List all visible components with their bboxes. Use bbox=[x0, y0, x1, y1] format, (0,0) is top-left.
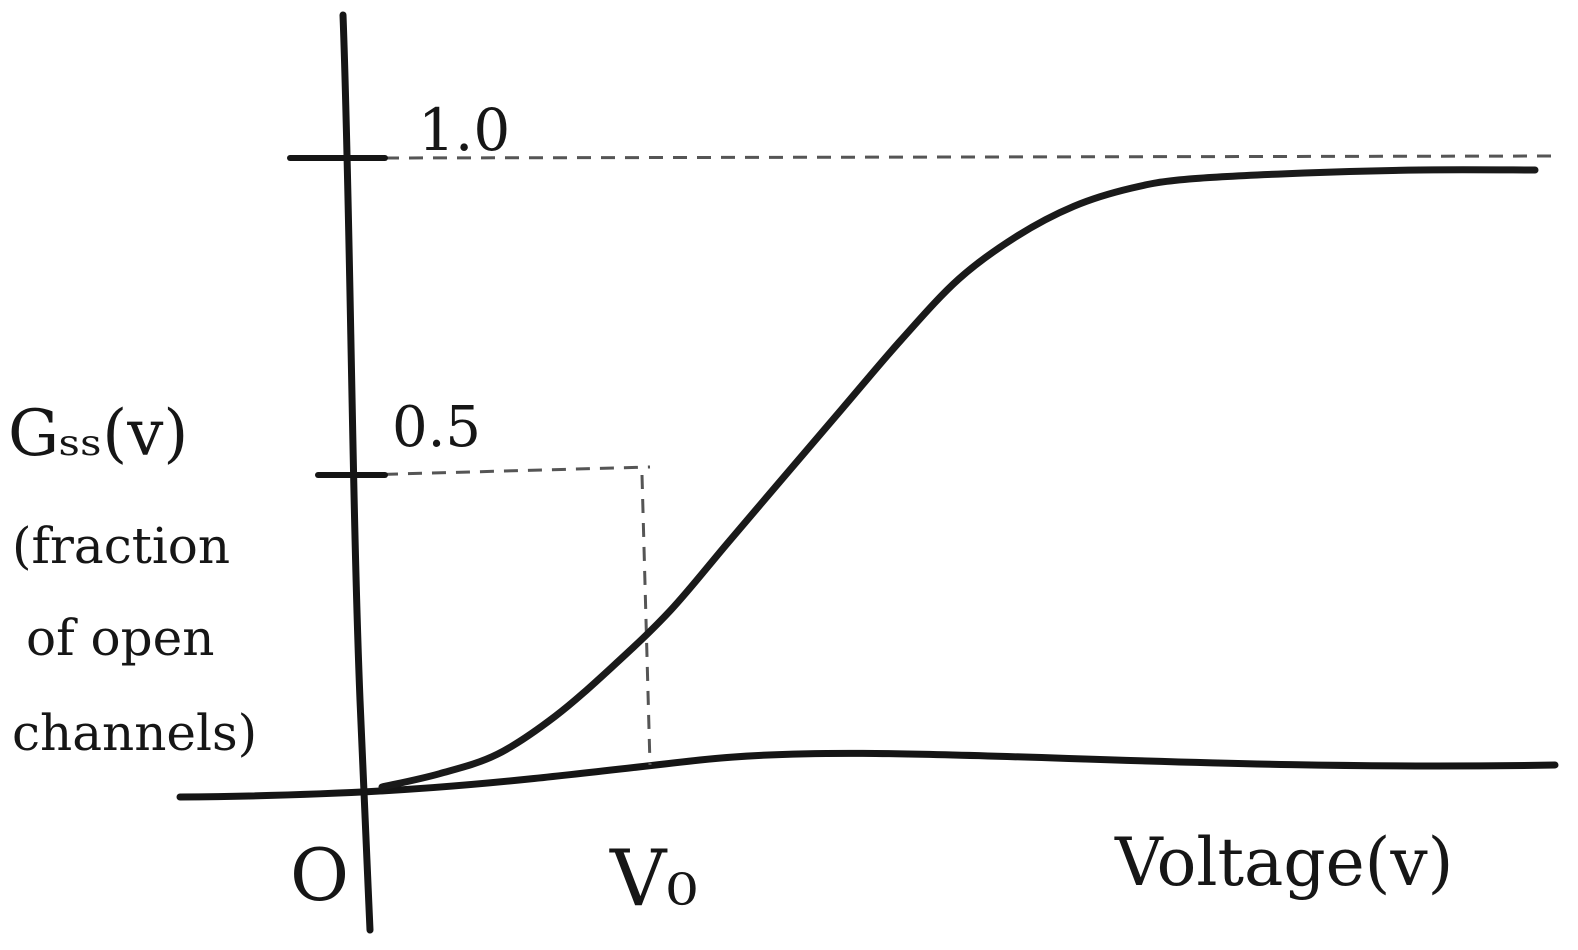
reference-lines bbox=[359, 154, 1556, 766]
y-axis-label-line-1: Gₛₛ(v) bbox=[8, 397, 188, 471]
reference-line-2 bbox=[359, 465, 651, 477]
y-axis-label-line-2: (fraction bbox=[12, 517, 230, 575]
y-tick-label-0-5: 0.5 bbox=[392, 395, 481, 460]
x-tick-label-v0: V₀ bbox=[609, 834, 698, 924]
x-axis-line bbox=[176, 749, 1559, 801]
x-tick-label-origin: O bbox=[290, 833, 349, 917]
series-layer bbox=[378, 166, 1539, 791]
reference-line-1 bbox=[384, 154, 1556, 160]
series-line-1 bbox=[378, 166, 1539, 791]
y-axis-label-line-3: of open bbox=[26, 609, 214, 667]
labels-layer: 1.0 0.5 O V₀ Voltage(v) Gₛₛ(v) (fraction… bbox=[8, 96, 1453, 924]
y-tick-label-1-0: 1.0 bbox=[418, 96, 510, 164]
reference-line-3 bbox=[640, 474, 652, 766]
y-axis-label-line-4: channels) bbox=[12, 704, 257, 762]
y-ticks bbox=[287, 155, 388, 478]
axes bbox=[176, 11, 1559, 934]
y-axis-line bbox=[339, 11, 374, 934]
x-axis-label: Voltage(v) bbox=[1114, 824, 1453, 901]
